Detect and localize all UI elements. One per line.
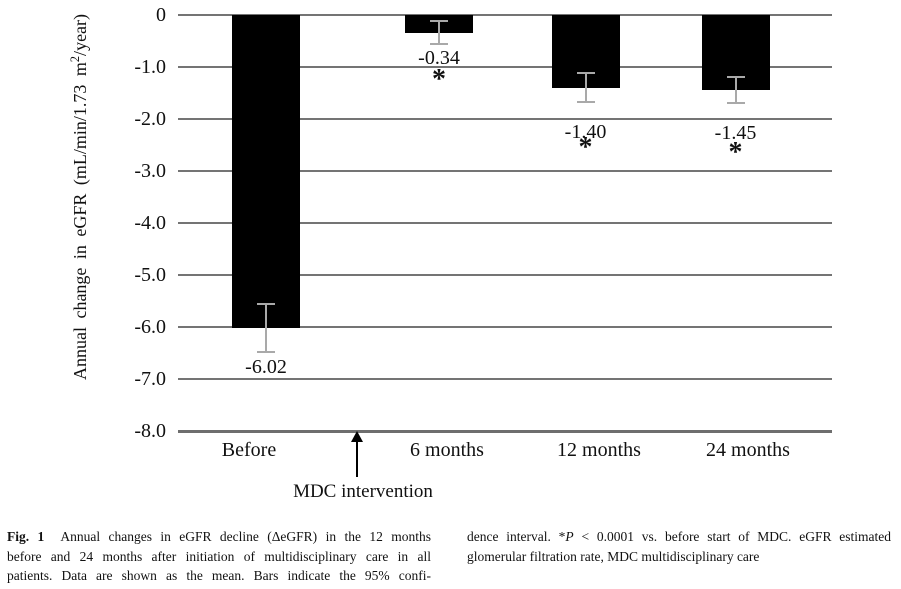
gridline <box>178 118 832 120</box>
error-bar-cap <box>576 101 595 104</box>
x-category-label: 12 months <box>557 439 641 461</box>
bar-value-label: -1.45 <box>714 122 757 144</box>
y-tick-label: -7.0 <box>134 368 166 390</box>
y-tick-label: -5.0 <box>134 264 166 286</box>
error-bar-cap <box>576 72 595 75</box>
y-tick-label: -6.0 <box>134 316 166 338</box>
gridline <box>178 378 832 380</box>
significance-asterisk: * <box>728 137 743 168</box>
gridline <box>178 170 832 172</box>
y-tick-label: -1.0 <box>134 56 166 78</box>
figure-caption-right-column: dence interval. *P < 0.0001 vs. before s… <box>467 527 891 566</box>
gridline <box>178 66 832 68</box>
y-tick-label: 0 <box>156 4 166 26</box>
error-bar-cap <box>726 102 745 105</box>
error-bar-cap <box>430 43 448 46</box>
caption-line: Fig. 1 Annual changes in eGFR decline (Δ… <box>7 529 431 544</box>
gridline <box>178 274 832 276</box>
error-bar <box>734 77 737 104</box>
mdc-arrow <box>356 440 358 477</box>
y-tick-label: -8.0 <box>134 420 166 442</box>
gridline <box>178 326 832 328</box>
bar-value-label: -6.02 <box>245 356 287 378</box>
error-bar-cap <box>257 351 275 354</box>
error-bar-cap <box>726 76 745 79</box>
figure-caption-left-column: Fig. 1 Annual changes in eGFR decline (Δ… <box>7 527 431 586</box>
error-bar <box>584 73 587 103</box>
bar-value-label: -0.34 <box>418 47 460 69</box>
error-bar-cap <box>430 20 448 23</box>
caption-line: glomerular filtration rate, MDC multidis… <box>467 548 760 564</box>
x-axis-line <box>178 430 832 433</box>
mdc-intervention-label: MDC intervention <box>293 481 433 502</box>
significance-asterisk: * <box>432 64 446 95</box>
caption-line: dence interval. *P < 0.0001 vs. before s… <box>467 529 891 544</box>
x-category-label: 24 months <box>706 439 790 461</box>
caption-line: before and 24 months after initiation of… <box>7 548 431 564</box>
x-category-label: Before <box>221 439 277 461</box>
y-tick-label: -3.0 <box>134 160 166 182</box>
mdc-arrow-up-icon <box>351 431 363 442</box>
y-tick-label: -2.0 <box>134 108 166 130</box>
x-category-label: 6 months <box>410 439 484 461</box>
y-tick-label: -4.0 <box>134 212 166 234</box>
significance-asterisk: * <box>578 132 593 163</box>
bar-before <box>232 15 300 328</box>
gridline <box>178 222 832 224</box>
error-bar <box>265 303 267 353</box>
error-bar <box>438 21 440 45</box>
egfr-bar-chart: Annual change in eGFR (mL/min/1.73 m2/ye… <box>68 4 832 502</box>
bar-value-label: -1.40 <box>564 121 607 143</box>
y-axis-title: Annual change in eGFR (mL/min/1.73 m2/ye… <box>68 13 90 381</box>
gridline <box>178 14 832 16</box>
caption-line: patients. Data are shown as the mean. Ba… <box>7 568 431 583</box>
error-bar-cap <box>257 302 275 305</box>
